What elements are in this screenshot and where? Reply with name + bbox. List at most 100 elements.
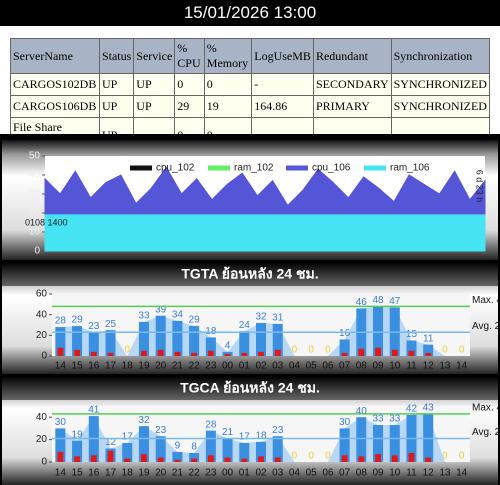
value-label: 0 — [292, 345, 298, 356]
column-header: Synchronization — [390, 38, 491, 74]
table-panel: ServerName Status Service% CPU% Memory LogU… — [0, 26, 500, 153]
x-tick-label: 01 — [239, 361, 251, 372]
bar — [373, 425, 384, 462]
legend-label: ram_102 — [234, 163, 274, 174]
bar — [88, 332, 99, 356]
bar — [255, 322, 267, 356]
y-tick-label: 40 — [29, 170, 41, 181]
x-tick-label: 14 — [456, 468, 468, 479]
value-label: 40 — [356, 406, 368, 417]
y-tick-label: 0 — [41, 457, 47, 468]
x-tick-label: 07 — [339, 468, 351, 479]
x-tick-label: 18 — [122, 468, 134, 479]
bar — [274, 457, 281, 462]
bar — [255, 441, 267, 462]
x-tick-label: 20 — [155, 468, 167, 479]
x-tick-label: 02 — [255, 361, 267, 372]
table-cell: 19 — [203, 95, 253, 118]
column-header: LogUseMB — [251, 38, 314, 74]
y-tick-label: 0 — [41, 351, 47, 362]
table-cell: SECONDARY — [312, 73, 392, 96]
value-label: 29 — [72, 315, 84, 326]
table-cell: - — [251, 73, 314, 96]
bar — [191, 458, 198, 462]
bar — [339, 428, 350, 462]
x-tick-label: 06 — [322, 361, 334, 372]
value-label: 18 — [255, 430, 267, 441]
x-tick-label: 02 — [255, 468, 267, 479]
bar — [205, 337, 216, 356]
table-cell: SYNCHRONIZED — [390, 73, 491, 96]
legend-label: ram_106 — [390, 163, 430, 174]
bar — [207, 455, 214, 462]
bar — [191, 352, 198, 356]
x-tick-label: 11 — [406, 468, 417, 479]
x-tick-label: 16 — [88, 468, 100, 479]
bar — [222, 438, 233, 462]
area — [44, 214, 486, 252]
value-label: 43 — [423, 402, 435, 413]
bar — [172, 451, 183, 462]
table-cell: CARGOS102DB — [10, 73, 100, 96]
bar — [57, 347, 64, 356]
y-tick-label: 20 — [36, 434, 48, 445]
value-label: 19 — [72, 429, 84, 440]
value-label: 0 — [292, 451, 298, 462]
reference-label: Avg. 21 — [472, 427, 500, 438]
value-label: 41 — [88, 405, 100, 416]
x-tick-label: 21 — [172, 361, 184, 372]
x-tick-label: 00 — [222, 468, 234, 479]
x-tick-label: 10 — [389, 468, 401, 479]
value-label: 15 — [406, 329, 418, 340]
column-header: % Memory — [203, 38, 253, 74]
bar — [375, 454, 381, 462]
bar — [141, 350, 147, 356]
bar — [90, 351, 97, 356]
bar — [155, 436, 166, 462]
table-cell: 164.86 — [251, 95, 314, 118]
x-tick-label: 17 — [105, 468, 117, 479]
table-row: CARGOS102DB UP UP 0 0- SECONDARY SYNCHRONIZED — [10, 73, 491, 96]
value-label: 32 — [138, 415, 150, 426]
x-tick-label: 03 — [272, 468, 284, 479]
bar — [239, 442, 250, 462]
bar — [157, 349, 164, 356]
bar — [205, 430, 216, 462]
column-header: % CPU — [174, 38, 205, 74]
bar — [55, 428, 66, 462]
bar — [241, 352, 248, 356]
table-body: CARGOS102DB UP UP 0 0- SECONDARY SYNCHRONIZED C… — [10, 73, 491, 153]
value-label: 30 — [55, 417, 67, 428]
server-table: ServerName Status Service% CPU% Memory LogU… — [10, 38, 491, 153]
bar — [406, 340, 417, 356]
bar — [157, 457, 164, 462]
bar — [358, 456, 365, 462]
value-label: 0 — [325, 451, 331, 462]
value-label: 0 — [442, 345, 448, 356]
value-label: 42 — [406, 404, 418, 415]
value-label: 12 — [105, 437, 117, 448]
bar — [174, 459, 181, 462]
bar — [341, 352, 348, 356]
value-label: 31 — [272, 313, 284, 324]
x-tick-label: 20 — [155, 361, 167, 372]
bar — [189, 326, 200, 356]
bar — [174, 351, 181, 356]
x-tick-label: 00 — [222, 361, 234, 372]
value-label: 33 — [372, 414, 384, 425]
x-tick-label: 23 — [205, 468, 217, 479]
annotation: 6 d 23 h — [475, 170, 485, 203]
value-label: 48 — [372, 295, 384, 306]
x-tick-label: 10 — [389, 361, 401, 372]
value-label: 29 — [189, 315, 201, 326]
x-tick-label: 07 — [339, 361, 351, 372]
bar — [239, 331, 250, 356]
x-tick-label: 04 — [289, 468, 301, 479]
value-label: 8 — [191, 442, 197, 453]
x-tick-label: 19 — [138, 468, 150, 479]
value-label: 30 — [339, 417, 351, 428]
reference-label: Max. 48 — [472, 295, 500, 306]
bar — [224, 457, 231, 462]
bar — [107, 352, 114, 356]
value-label: 17 — [239, 432, 251, 443]
